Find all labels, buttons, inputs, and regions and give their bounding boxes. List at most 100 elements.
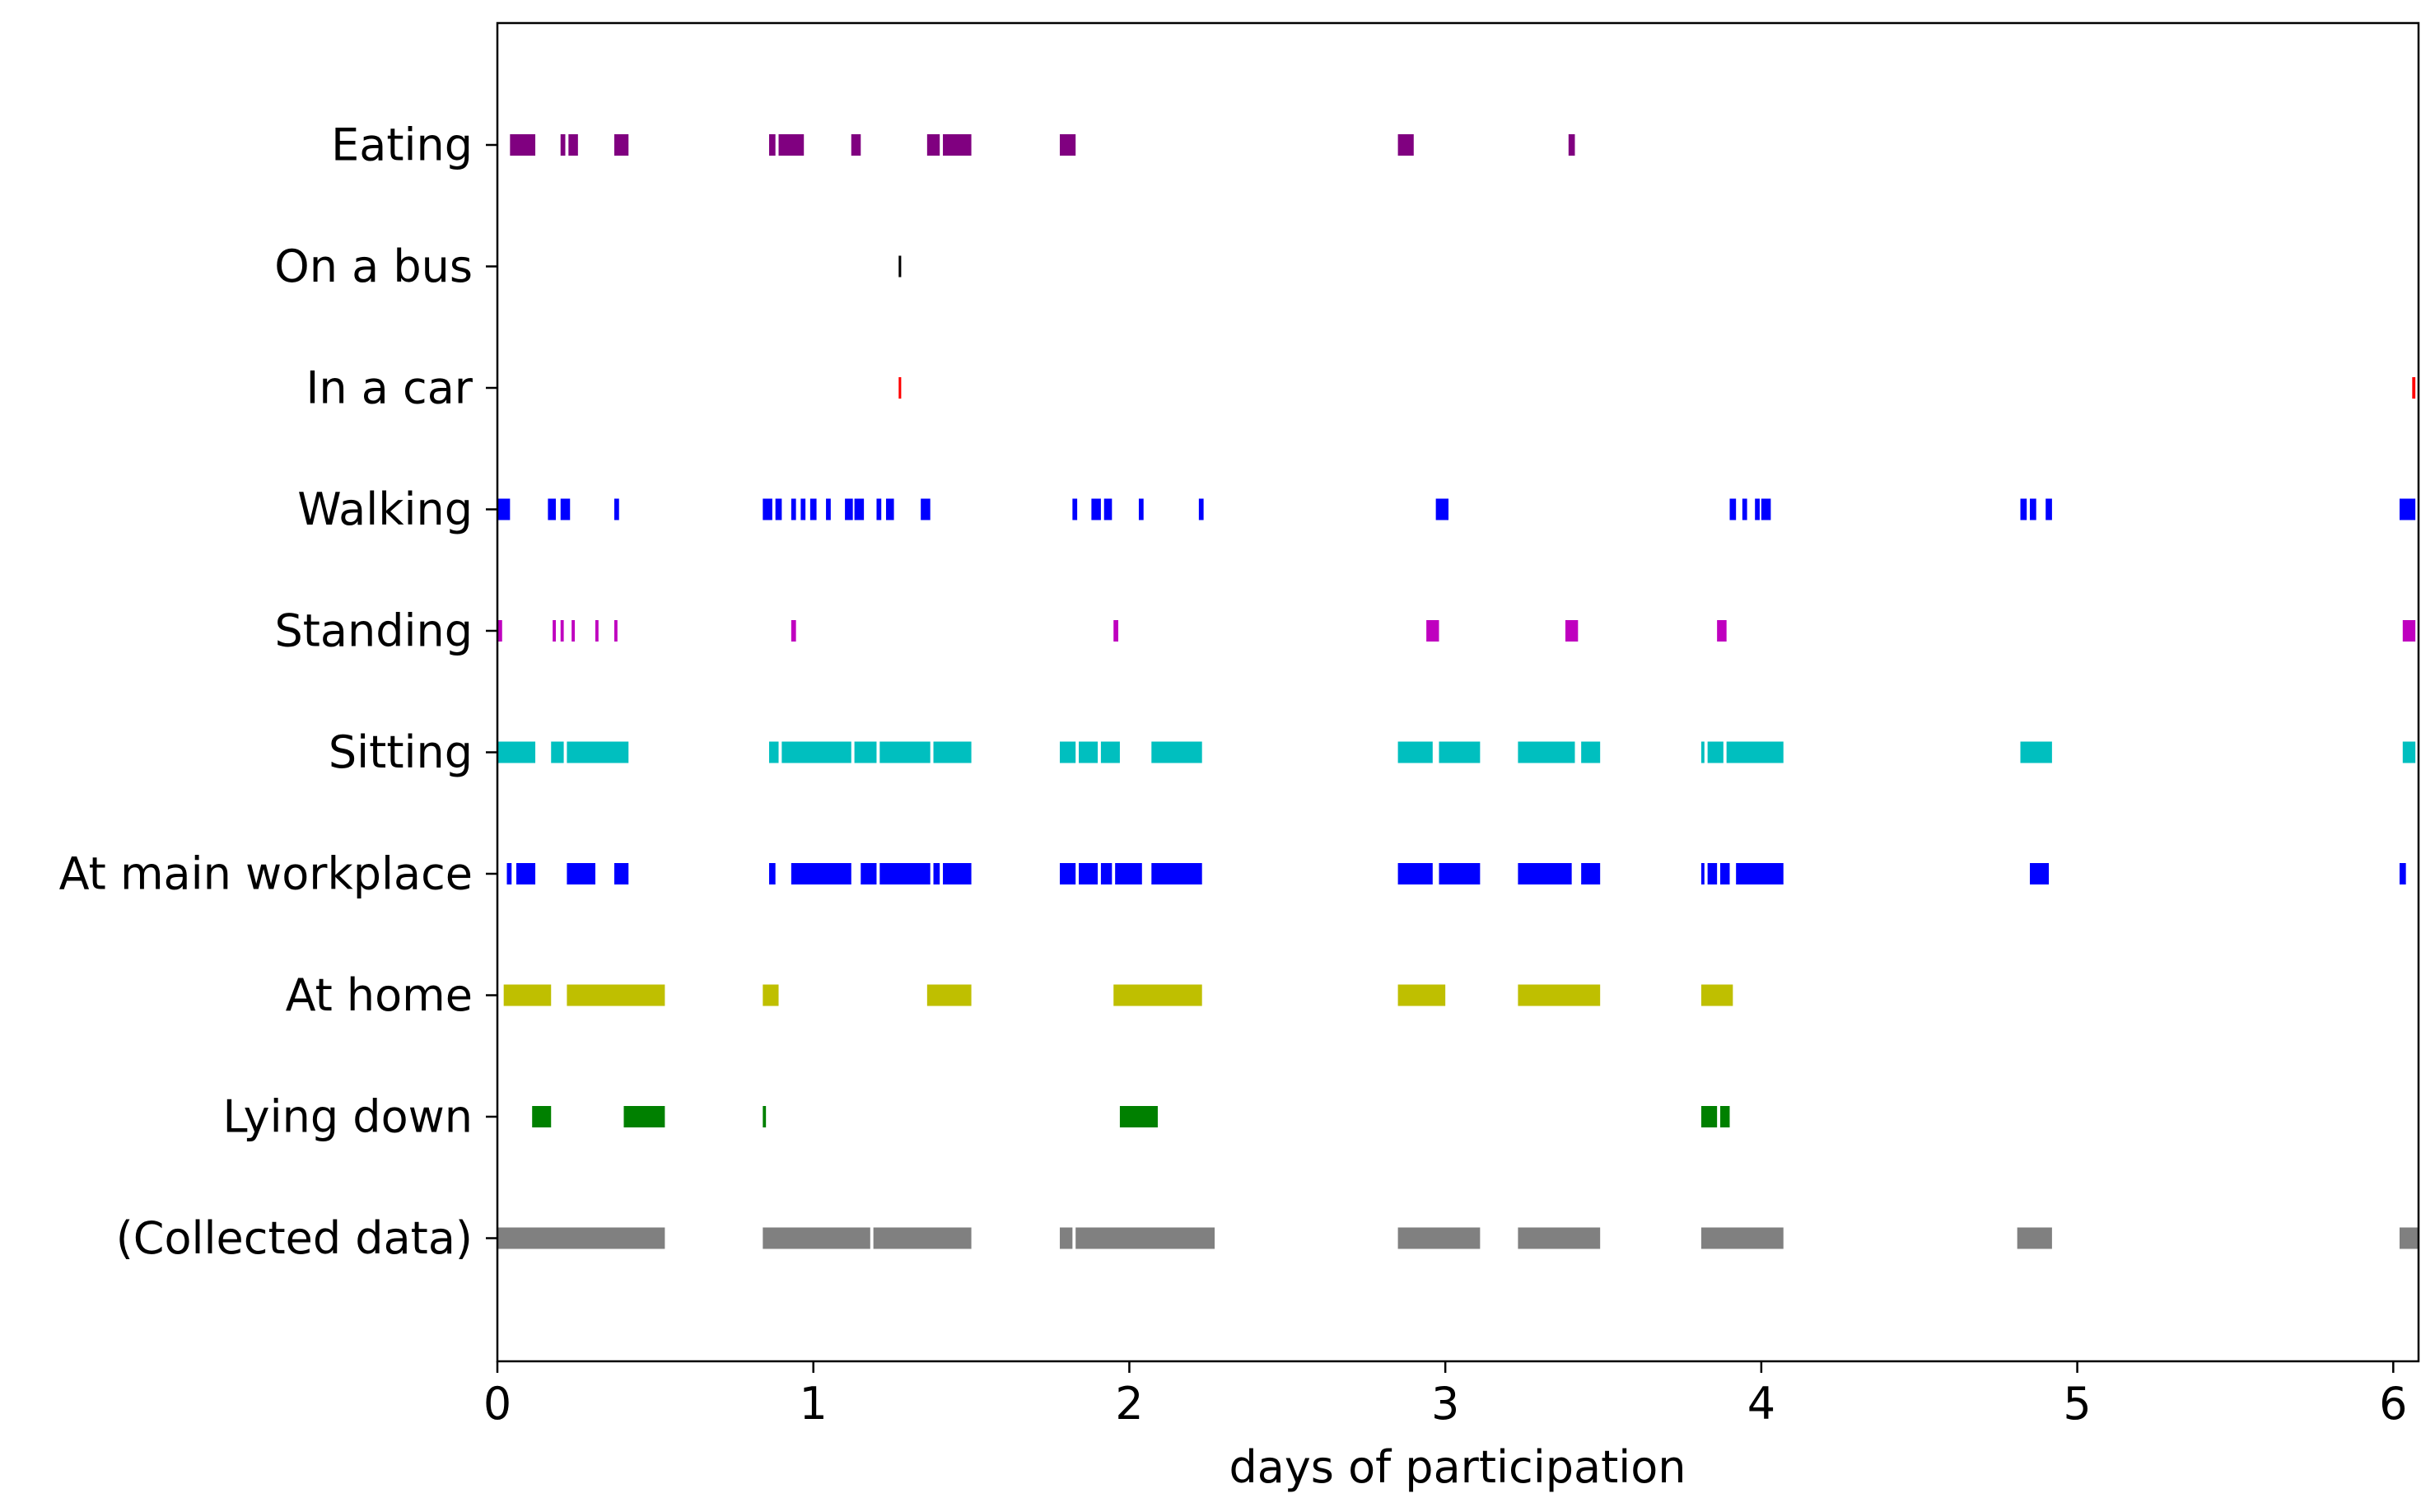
bar-collected-data-1 — [763, 1227, 870, 1249]
bar-sitting-3 — [768, 741, 779, 763]
bar-walking-19 — [1198, 498, 1204, 520]
bar-at-home-4 — [1113, 984, 1202, 1006]
bar-sitting-1 — [551, 741, 564, 763]
bar-walking-15 — [1072, 498, 1078, 520]
y-tick-label-standing: Standing — [274, 605, 473, 657]
bar-collected-data-2 — [873, 1227, 972, 1249]
bar-at-main-workplace-5 — [791, 863, 851, 884]
bar-sitting-12 — [1397, 741, 1433, 763]
bar-walking-6 — [791, 498, 796, 520]
interval-bars — [497, 134, 2419, 1249]
bar-sitting-14 — [1518, 741, 1575, 763]
bar-walking-7 — [800, 498, 806, 520]
bar-at-main-workplace-12 — [1100, 863, 1113, 884]
bar-at-home-0 — [503, 984, 552, 1006]
bar-at-main-workplace-24 — [2399, 863, 2406, 884]
bar-walking-14 — [921, 498, 931, 520]
bar-eating-11 — [1568, 134, 1575, 156]
bar-walking-8 — [809, 498, 817, 520]
bar-standing-0 — [497, 620, 502, 642]
bar-collected-data-7 — [1700, 1227, 1784, 1249]
bar-sitting-17 — [1707, 741, 1724, 763]
bar-standing-2 — [560, 620, 564, 642]
bar-sitting-4 — [781, 741, 851, 763]
bar-walking-11 — [854, 498, 865, 520]
bar-at-main-workplace-6 — [861, 863, 877, 884]
bar-collected-data-9 — [2399, 1227, 2419, 1249]
bar-at-main-workplace-18 — [1581, 863, 1601, 884]
bar-at-main-workplace-9 — [943, 863, 972, 884]
bar-at-main-workplace-13 — [1115, 863, 1142, 884]
bar-sitting-13 — [1439, 741, 1481, 763]
bar-walking-12 — [876, 498, 882, 520]
bar-sitting-2 — [567, 741, 629, 763]
bar-standing-3 — [571, 620, 576, 642]
bar-at-home-1 — [567, 984, 665, 1006]
bar-at-main-workplace-10 — [1060, 863, 1076, 884]
bar-walking-23 — [1755, 498, 1760, 520]
bar-at-main-workplace-8 — [933, 863, 940, 884]
bar-sitting-11 — [1151, 741, 1202, 763]
bar-at-home-5 — [1397, 984, 1446, 1006]
bar-collected-data-6 — [1518, 1227, 1601, 1249]
bar-eating-8 — [943, 134, 972, 156]
bar-walking-10 — [845, 498, 853, 520]
bar-in-a-car-0 — [898, 377, 902, 399]
bar-at-main-workplace-3 — [613, 863, 629, 884]
bar-at-main-workplace-4 — [768, 863, 776, 884]
bar-sitting-10 — [1100, 741, 1120, 763]
bar-lying-down-4 — [1700, 1106, 1718, 1127]
bar-eating-5 — [778, 134, 805, 156]
bar-standing-7 — [1113, 620, 1119, 642]
bar-lying-down-2 — [763, 1106, 767, 1127]
bar-at-main-workplace-19 — [1700, 863, 1705, 884]
bar-sitting-18 — [1726, 741, 1784, 763]
x-tick-label-1: 1 — [800, 1378, 828, 1430]
x-tick-label-2: 2 — [1115, 1378, 1143, 1430]
x-axis-ticks: 0 1 2 3 4 5 6 — [483, 1361, 2407, 1430]
bar-eating-10 — [1397, 134, 1414, 156]
bar-at-main-workplace-1 — [516, 863, 536, 884]
y-tick-label-in-a-car: In a car — [306, 362, 473, 414]
bar-walking-24 — [1761, 498, 1771, 520]
bar-lying-down-5 — [1719, 1106, 1730, 1127]
bar-lying-down-0 — [532, 1106, 552, 1127]
bar-sitting-15 — [1581, 741, 1601, 763]
bar-at-main-workplace-7 — [879, 863, 931, 884]
bar-walking-28 — [2399, 498, 2416, 520]
x-tick-label-0: 0 — [483, 1378, 511, 1430]
bar-walking-0 — [497, 498, 511, 520]
bar-at-main-workplace-20 — [1707, 863, 1718, 884]
bar-at-main-workplace-16 — [1439, 863, 1481, 884]
bar-standing-10 — [1717, 620, 1727, 642]
bar-walking-16 — [1091, 498, 1101, 520]
bar-walking-21 — [1729, 498, 1737, 520]
bar-sitting-20 — [2402, 741, 2416, 763]
y-tick-label-collected-data: (Collected data) — [116, 1212, 473, 1264]
y-tick-label-lying-down: Lying down — [223, 1091, 473, 1143]
bar-walking-13 — [885, 498, 894, 520]
bar-sitting-6 — [879, 741, 931, 763]
x-tick-label-5: 5 — [2063, 1378, 2091, 1430]
bar-sitting-7 — [933, 741, 972, 763]
bar-walking-17 — [1103, 498, 1113, 520]
bar-at-main-workplace-21 — [1719, 863, 1730, 884]
bar-at-main-workplace-15 — [1397, 863, 1433, 884]
y-tick-label-on-a-bus: On a bus — [274, 240, 473, 292]
bar-eating-4 — [768, 134, 776, 156]
y-tick-label-eating: Eating — [331, 119, 473, 171]
bar-at-home-2 — [763, 984, 779, 1006]
bar-at-main-workplace-23 — [2030, 863, 2050, 884]
bar-standing-8 — [1426, 620, 1439, 642]
bar-on-a-bus-0 — [898, 255, 902, 278]
bar-collected-data-8 — [2017, 1227, 2052, 1249]
x-tick-label-3: 3 — [1431, 1378, 1459, 1430]
bar-standing-6 — [791, 620, 796, 642]
bar-sitting-8 — [1060, 741, 1076, 763]
bar-at-home-6 — [1518, 984, 1601, 1006]
bar-eating-7 — [926, 134, 940, 156]
bar-walking-25 — [2020, 498, 2027, 520]
bar-walking-22 — [1742, 498, 1747, 520]
bar-walking-4 — [763, 498, 772, 520]
bar-standing-1 — [553, 620, 556, 642]
